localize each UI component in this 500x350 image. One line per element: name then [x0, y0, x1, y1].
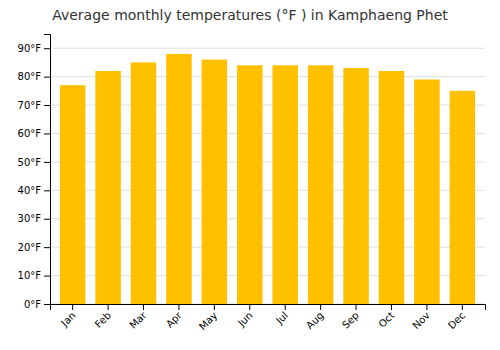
- x-tick-label: Jun: [235, 310, 255, 330]
- y-tick-mark: [44, 77, 50, 78]
- bar: [131, 62, 157, 304]
- grid-line: [50, 48, 485, 49]
- y-tick: 10°F: [18, 270, 50, 281]
- x-tick-label: Jan: [58, 310, 77, 329]
- x-tick: Apr: [164, 304, 185, 330]
- y-axis-line: [44, 35, 51, 305]
- x-tick: Dec: [446, 304, 467, 331]
- y-tick: 80°F: [18, 71, 50, 82]
- grid: [50, 48, 485, 304]
- y-tick-label: 40°F: [18, 185, 42, 196]
- x-tick-mark: [320, 304, 321, 310]
- x-tick-mark: [285, 304, 286, 310]
- y-tick-mark: [44, 247, 50, 248]
- x-tick-mark: [426, 304, 427, 310]
- x-tick: Aug: [304, 304, 326, 331]
- x-tick-label: Jul: [273, 310, 290, 327]
- x-tick-mark: [356, 304, 357, 310]
- x-tick: Jan: [58, 304, 77, 329]
- bar: [379, 71, 405, 304]
- x-tick-label: May: [197, 310, 219, 332]
- y-tick-label: 70°F: [18, 100, 42, 111]
- y-tick: 50°F: [18, 157, 50, 168]
- y-tick-mark: [44, 190, 50, 191]
- title: Average monthly temperatures (°F ) in Ka…: [52, 7, 448, 23]
- y-tick-label: 60°F: [18, 128, 42, 139]
- y-tick-mark: [44, 304, 50, 305]
- x-tick-label: Feb: [93, 310, 113, 330]
- x-tick-mark: [72, 304, 73, 310]
- y-tick-mark: [44, 219, 50, 220]
- x-tick-label: Mar: [127, 309, 149, 331]
- x-tick: Feb: [93, 304, 113, 330]
- y-tick: 70°F: [18, 100, 50, 111]
- x-tick-label: Dec: [446, 310, 467, 331]
- x-tick-label: Aug: [304, 310, 326, 332]
- bars: [60, 54, 475, 304]
- y-tick: 40°F: [18, 185, 50, 196]
- y-tick-mark: [44, 105, 50, 106]
- x-tick-mark: [178, 304, 179, 310]
- x-axis: Jan Feb Mar Apr May Jun Jul Aug Sep Oct Nov Dec: [51, 304, 486, 332]
- y-axis: 0°F 10°F 20°F 30°F 40°F 50°F 60°F 70°F 80°F 90°F: [18, 35, 51, 310]
- y-tick-mark: [44, 162, 50, 163]
- y-tick: 30°F: [18, 213, 50, 224]
- bar: [450, 91, 476, 304]
- y-tick: 0°F: [24, 299, 50, 310]
- y-tick: 90°F: [18, 43, 50, 54]
- y-tick-label: 0°F: [24, 299, 41, 310]
- bar: [414, 79, 440, 304]
- x-tick-mark: [462, 304, 463, 310]
- y-tick-label: 30°F: [18, 213, 42, 224]
- y-tick-label: 80°F: [18, 71, 42, 82]
- x-tick-mark: [143, 304, 144, 310]
- x-tick-label: Apr: [164, 309, 185, 330]
- y-tick-mark: [44, 48, 50, 49]
- x-tick-mark: [108, 304, 109, 310]
- y-tick: 60°F: [18, 128, 50, 139]
- y-tick: 20°F: [18, 242, 50, 253]
- x-tick-label: Sep: [340, 310, 361, 331]
- x-axis-line: [51, 305, 486, 311]
- y-tick-mark: [44, 133, 50, 134]
- x-tick: Jun: [235, 304, 255, 329]
- x-tick-mark: [214, 304, 215, 310]
- x-tick-label: Oct: [376, 310, 396, 330]
- y-tick-label: 20°F: [18, 242, 42, 253]
- bar: [237, 65, 263, 304]
- bar: [202, 60, 228, 304]
- y-tick-mark: [44, 276, 50, 277]
- y-tick-label: 10°F: [18, 270, 42, 281]
- bar: [166, 54, 192, 304]
- x-tick: May: [197, 304, 219, 332]
- x-tick-mark: [391, 304, 392, 310]
- bar: [343, 68, 369, 304]
- x-tick: Oct: [376, 304, 396, 330]
- chart: 0°F 10°F 20°F 30°F 40°F 50°F 60°F 70°F 80°F 90°F J…: [0, 0, 500, 350]
- bar: [308, 65, 334, 304]
- x-tick: Jul: [273, 304, 290, 327]
- x-tick-label: Nov: [410, 310, 432, 332]
- x-tick: Mar: [127, 304, 149, 331]
- bar: [272, 65, 298, 304]
- y-tick-label: 50°F: [18, 157, 42, 168]
- x-tick-mark: [249, 304, 250, 310]
- bar: [95, 71, 121, 304]
- x-tick: Nov: [410, 304, 432, 331]
- x-tick: Sep: [340, 304, 361, 331]
- y-tick-label: 90°F: [18, 43, 42, 54]
- bar: [60, 85, 86, 304]
